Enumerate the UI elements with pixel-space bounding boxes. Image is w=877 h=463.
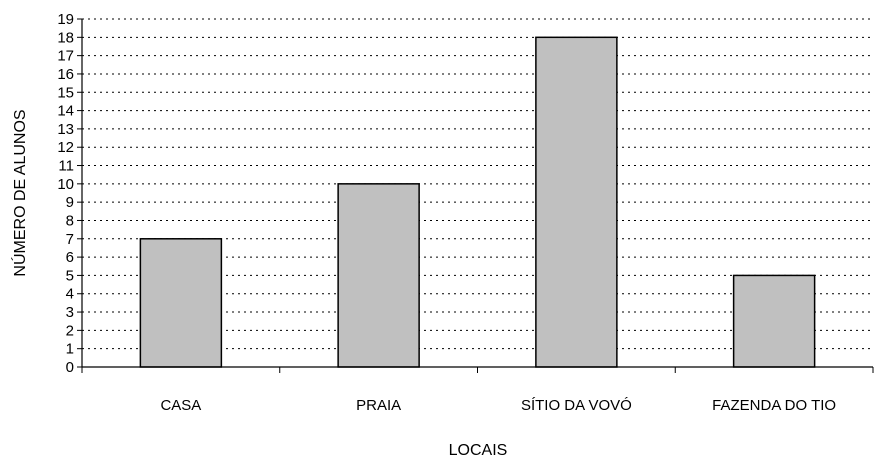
y-tick-label: 0 — [66, 359, 74, 376]
y-tick-label: 12 — [57, 139, 74, 156]
y-tick-label: 3 — [66, 304, 74, 321]
x-category-label: CASA — [160, 397, 201, 414]
axes — [77, 18, 874, 373]
x-category-labels: CASA PRAIA SÍTIO DA VOVÓ FAZENDA DO TIO — [160, 397, 836, 414]
bar-1 — [337, 183, 420, 368]
y-tick-label: 5 — [66, 267, 74, 284]
y-tick-label: 13 — [57, 121, 74, 138]
x-category-label: PRAIA — [356, 397, 401, 414]
y-tick-label: 16 — [57, 66, 74, 83]
y-tick-label: 10 — [57, 176, 74, 193]
y-tick-label: 7 — [66, 231, 74, 248]
y-axis-title: NÚMERO DE ALUNOS — [10, 109, 29, 276]
x-category-label: FAZENDA DO TIO — [712, 397, 836, 414]
bar-3 — [732, 274, 816, 368]
y-tick-label: 2 — [66, 322, 74, 339]
y-tick-label: 11 — [58, 158, 74, 175]
y-tick-label: 4 — [66, 286, 74, 303]
bars — [139, 36, 816, 368]
y-tick-label: 8 — [66, 212, 74, 229]
y-tick-label: 19 — [57, 11, 74, 28]
y-tick-label: 15 — [57, 84, 74, 101]
y-tick-label: 18 — [57, 29, 74, 46]
bar-2 — [535, 36, 618, 368]
y-tick-label: 14 — [57, 103, 74, 120]
x-category-label: SÍTIO DA VOVÓ — [521, 397, 632, 414]
bar-0 — [139, 238, 223, 368]
y-tick-label: 17 — [57, 48, 74, 65]
x-axis-title: LOCAIS — [449, 442, 508, 459]
y-tick-label: 1 — [66, 341, 74, 358]
y-tick-label: 9 — [66, 194, 74, 211]
y-tick-label: 6 — [66, 249, 74, 266]
